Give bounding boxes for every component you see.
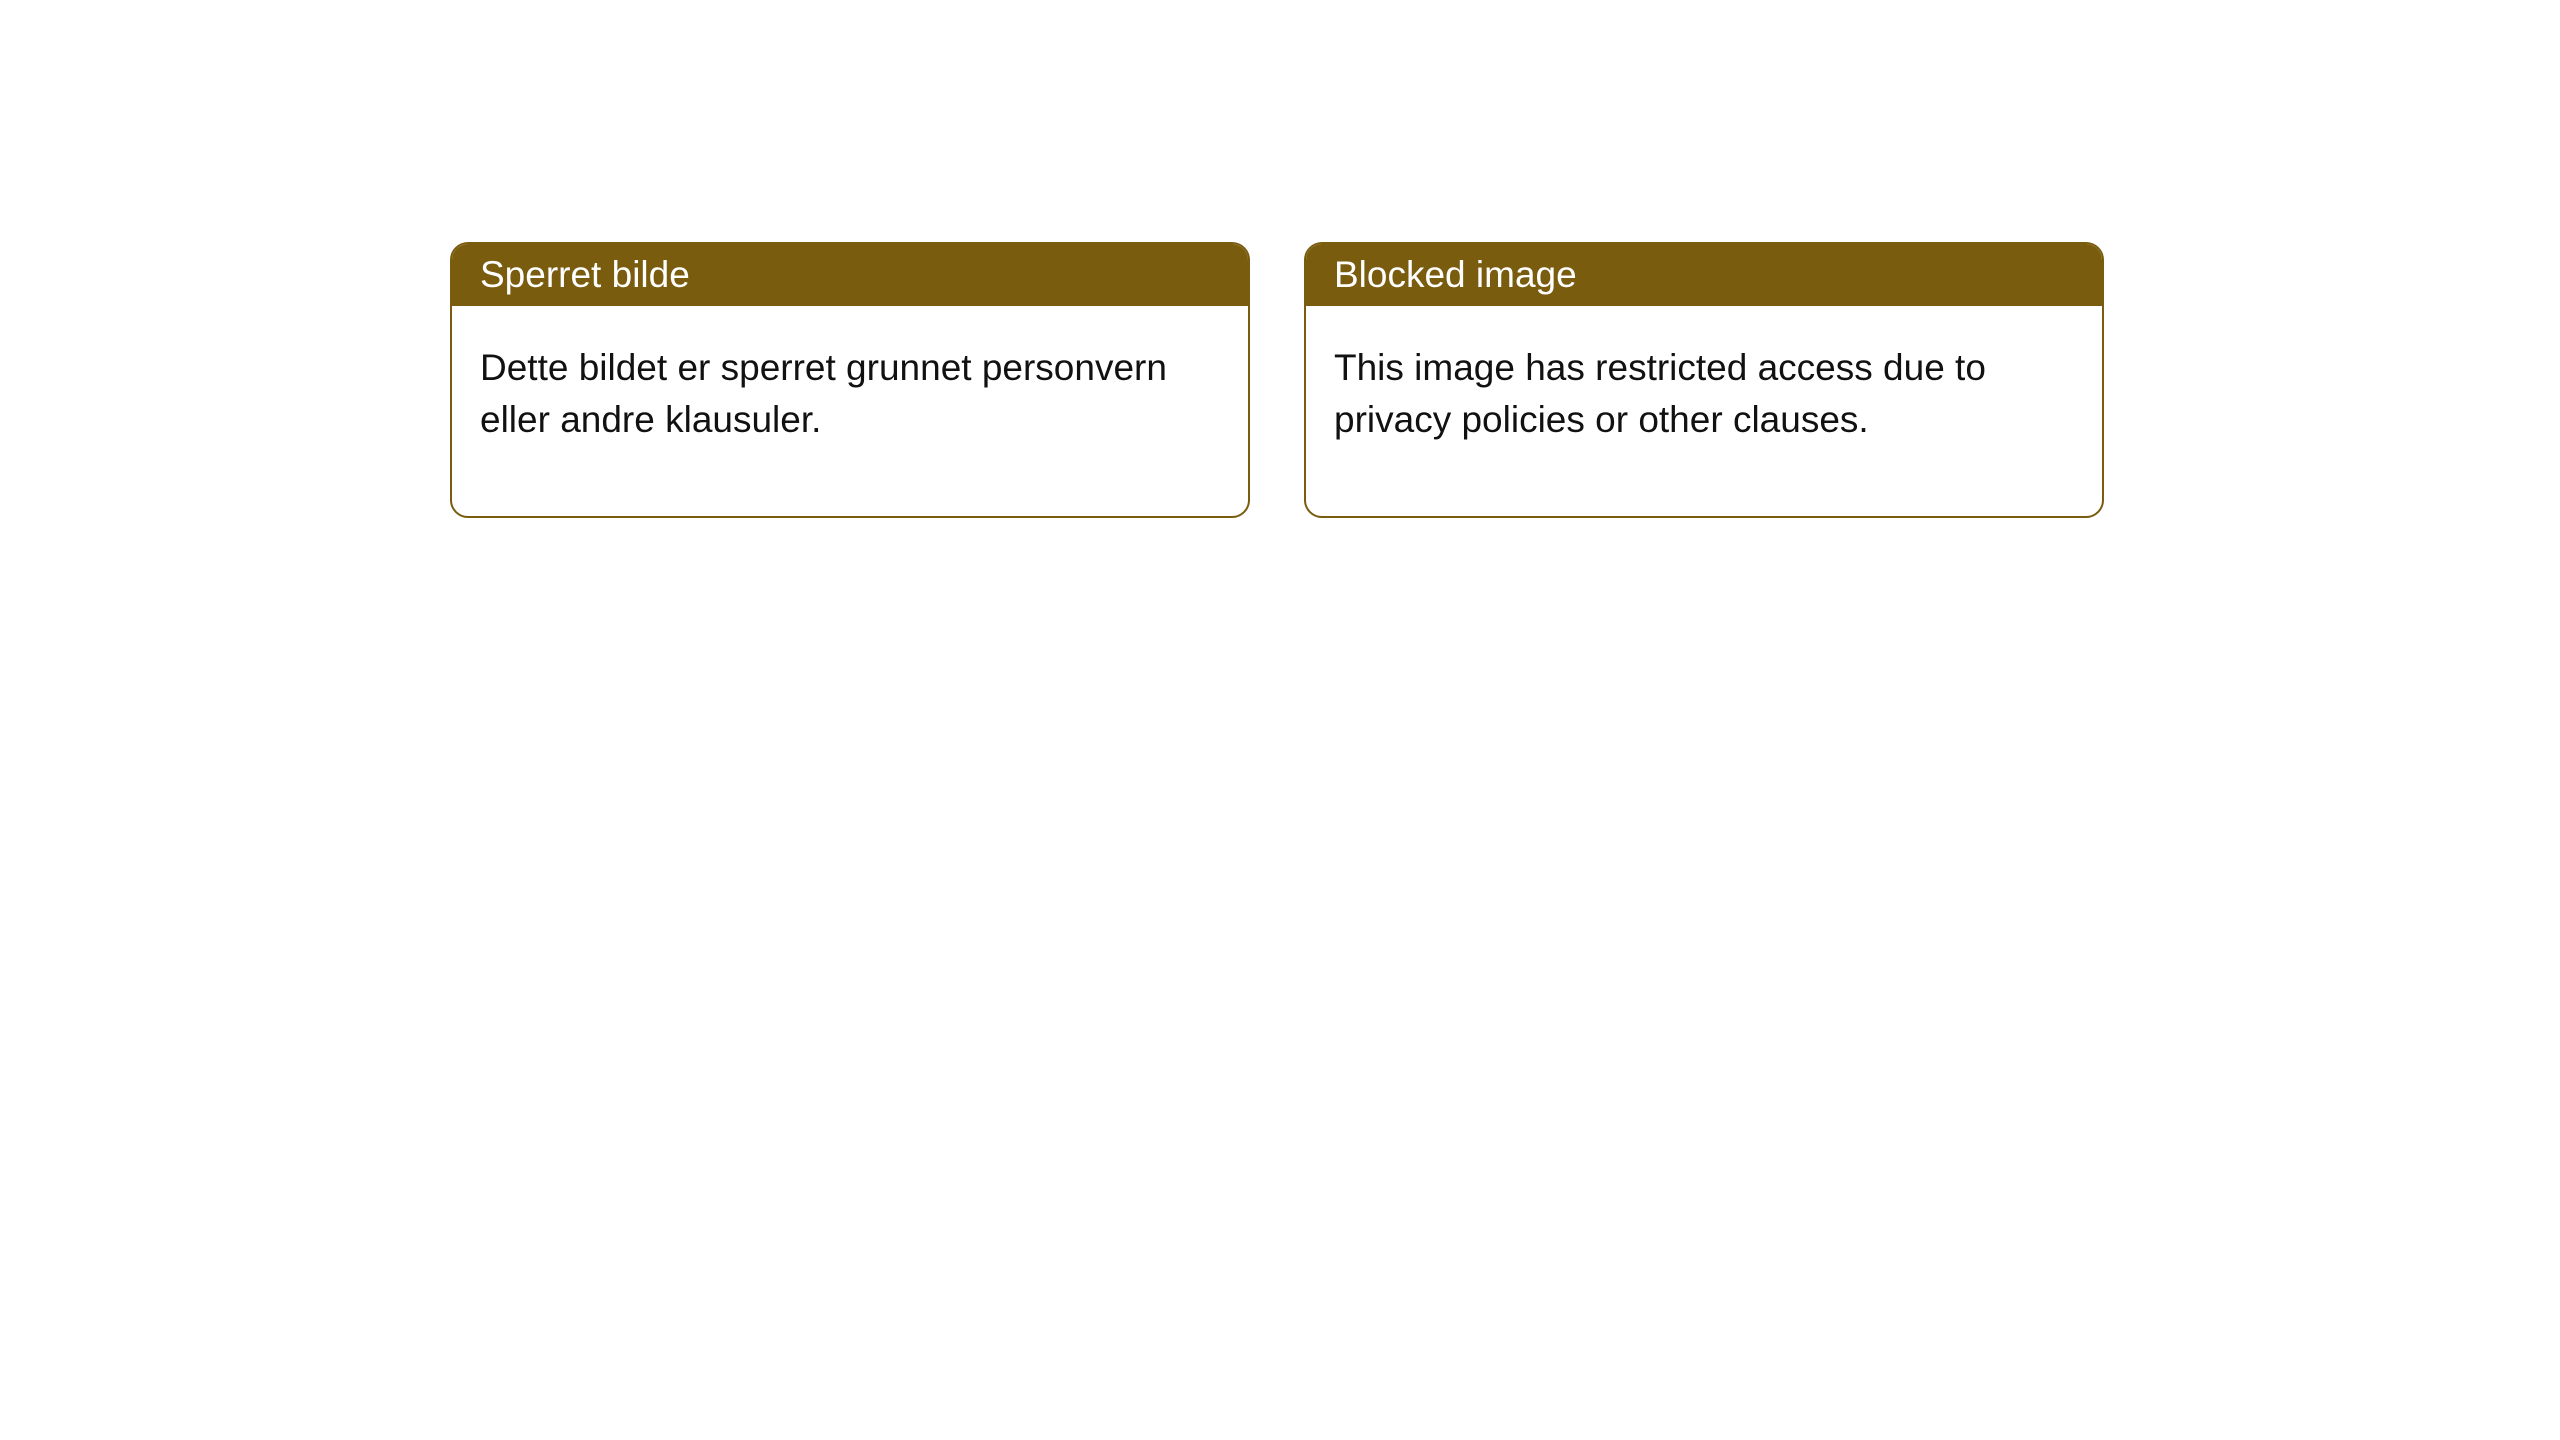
notice-title-norwegian: Sperret bilde [452,244,1248,306]
notice-card-norwegian: Sperret bilde Dette bildet er sperret gr… [450,242,1250,518]
notice-card-english: Blocked image This image has restricted … [1304,242,2104,518]
notice-message-english: This image has restricted access due to … [1306,306,2102,516]
notice-title-english: Blocked image [1306,244,2102,306]
notice-container: Sperret bilde Dette bildet er sperret gr… [0,0,2560,518]
notice-message-norwegian: Dette bildet er sperret grunnet personve… [452,306,1248,516]
